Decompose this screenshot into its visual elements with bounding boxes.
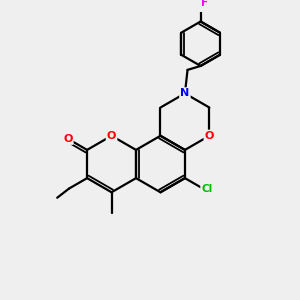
Text: O: O [63, 134, 73, 144]
Text: Cl: Cl [201, 184, 213, 194]
Text: N: N [180, 88, 190, 98]
Text: O: O [107, 131, 116, 141]
Text: O: O [205, 131, 214, 141]
Text: F: F [201, 0, 208, 8]
